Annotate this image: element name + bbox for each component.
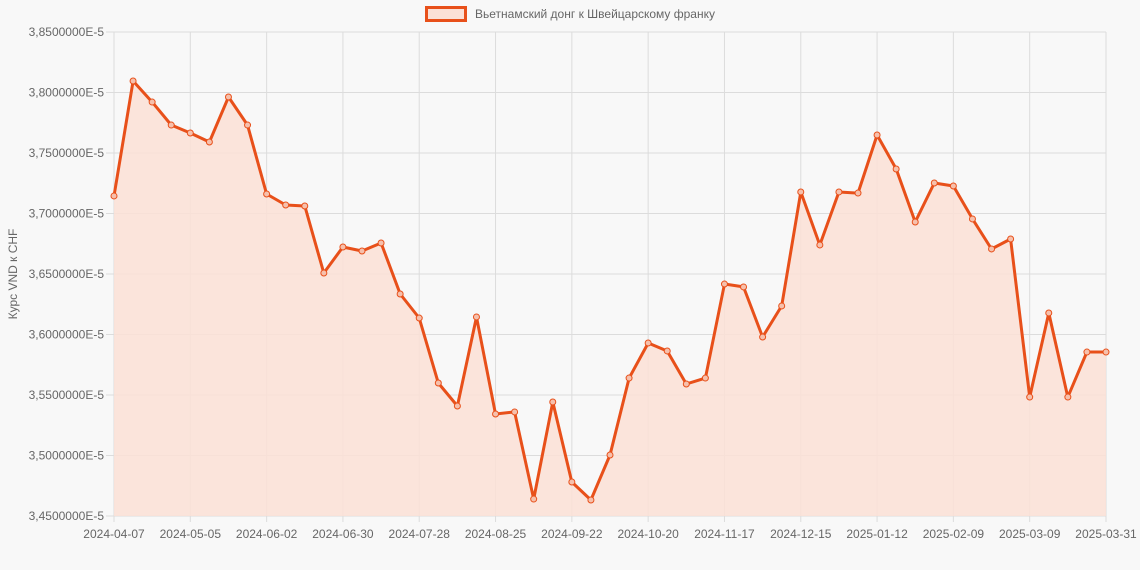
data-point[interactable]: [949, 182, 957, 190]
data-points: [110, 77, 1110, 504]
series-line: [112, 79, 1106, 502]
chart-legend[interactable]: Вьетнамский донг к Швейцарскому франку: [0, 6, 1140, 22]
x-tick-label: 2024-09-22: [541, 527, 603, 541]
data-point[interactable]: [568, 478, 576, 486]
data-point[interactable]: [1026, 393, 1034, 401]
data-point[interactable]: [1102, 348, 1110, 356]
y-tick-label: 3,8000000E-5: [29, 86, 105, 100]
data-point[interactable]: [224, 93, 232, 101]
data-point[interactable]: [835, 188, 843, 196]
data-point[interactable]: [282, 201, 290, 209]
data-point[interactable]: [911, 218, 919, 226]
y-axis-title: Курс VND к CHF: [6, 228, 20, 320]
data-point[interactable]: [663, 347, 671, 355]
data-point[interactable]: [492, 410, 500, 418]
y-tick-label: 3,6000000E-5: [29, 328, 105, 342]
x-tick-label: 2024-12-15: [770, 527, 832, 541]
data-point[interactable]: [701, 374, 709, 382]
data-point[interactable]: [816, 241, 824, 249]
x-tick-label: 2024-06-30: [312, 527, 374, 541]
x-tick-label: 2024-07-28: [389, 527, 451, 541]
data-point[interactable]: [988, 245, 996, 253]
legend-swatch[interactable]: [424, 6, 467, 22]
data-point[interactable]: [148, 98, 156, 106]
data-point[interactable]: [740, 283, 748, 291]
data-point[interactable]: [587, 496, 595, 504]
data-point[interactable]: [606, 451, 614, 459]
data-point[interactable]: [720, 280, 728, 288]
data-point[interactable]: [396, 290, 404, 298]
data-point[interactable]: [1064, 393, 1072, 401]
y-tick-label: 3,5500000E-5: [29, 388, 105, 402]
data-point[interactable]: [1083, 348, 1091, 356]
series-area-fill: [114, 81, 1106, 516]
data-point[interactable]: [625, 374, 633, 382]
data-point[interactable]: [644, 339, 652, 347]
data-point[interactable]: [511, 408, 519, 416]
data-point[interactable]: [530, 495, 538, 503]
y-tick-label: 3,7500000E-5: [29, 146, 105, 160]
x-tick-label: 2025-01-12: [846, 527, 908, 541]
data-point[interactable]: [263, 190, 271, 198]
x-tick-label: 2024-08-25: [465, 527, 527, 541]
data-point[interactable]: [377, 239, 385, 247]
x-tick-label: 2024-06-02: [236, 527, 298, 541]
y-tick-label: 3,4500000E-5: [29, 509, 105, 523]
data-point[interactable]: [892, 165, 900, 173]
data-point[interactable]: [778, 302, 786, 310]
data-point[interactable]: [320, 269, 328, 277]
data-point[interactable]: [205, 138, 213, 146]
x-tick-label: 2024-11-17: [694, 527, 755, 541]
y-tick-label: 3,8500000E-5: [29, 25, 105, 39]
data-point[interactable]: [968, 215, 976, 223]
data-point[interactable]: [186, 129, 194, 137]
x-tick-label: 2024-05-05: [160, 527, 222, 541]
data-point[interactable]: [244, 121, 252, 129]
y-tick-label: 3,6500000E-5: [29, 267, 105, 281]
y-axis-ticks: 3,8500000E-5 3,8000000E-5 3,7500000E-5 3,70…: [29, 25, 105, 523]
x-tick-label: 2024-10-20: [617, 527, 679, 541]
x-tick-label: 2025-03-31: [1075, 527, 1137, 541]
data-point[interactable]: [549, 398, 557, 406]
data-point[interactable]: [301, 202, 309, 210]
data-point[interactable]: [453, 402, 461, 410]
legend-label[interactable]: Вьетнамский донг к Швейцарскому франку: [474, 7, 715, 21]
data-point[interactable]: [1007, 235, 1015, 243]
data-point[interactable]: [797, 188, 805, 196]
y-tick-label: 3,7000000E-5: [29, 207, 105, 221]
data-point[interactable]: [873, 131, 881, 139]
data-point[interactable]: [339, 243, 347, 251]
data-point[interactable]: [1045, 309, 1053, 317]
data-point[interactable]: [682, 380, 690, 388]
x-tick-label: 2025-02-09: [923, 527, 985, 541]
data-point[interactable]: [759, 333, 767, 341]
x-tick-label: 2024-04-07: [83, 527, 145, 541]
y-tick-label: 3,5000000E-5: [29, 449, 105, 463]
grid-lines: [106, 31, 1107, 522]
data-point[interactable]: [434, 379, 442, 387]
data-point[interactable]: [930, 179, 938, 187]
data-point[interactable]: [167, 121, 175, 129]
data-point[interactable]: [854, 189, 862, 197]
data-point[interactable]: [415, 314, 423, 322]
data-point[interactable]: [472, 313, 480, 321]
x-axis-ticks: 2024-04-07 2024-05-05 2024-06-02 2024-06-30…: [83, 527, 1137, 541]
data-point[interactable]: [358, 247, 366, 255]
data-point[interactable]: [110, 192, 118, 200]
x-tick-label: 2025-03-09: [999, 527, 1061, 541]
data-point[interactable]: [129, 77, 137, 85]
